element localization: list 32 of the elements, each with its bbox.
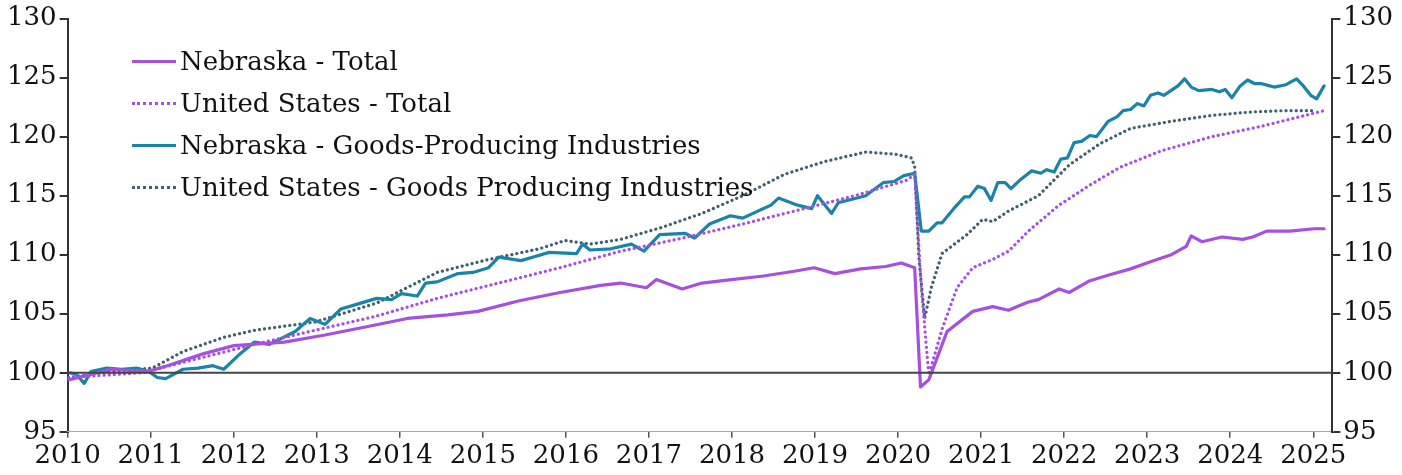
- y-tick-label: 130: [6, 1, 57, 32]
- y2-tick-label: 100: [1343, 355, 1394, 386]
- x-tick-label: 2019: [781, 439, 849, 470]
- x-tick-label: 2012: [200, 439, 267, 470]
- y2-tick-label: 105: [1343, 296, 1394, 327]
- legend-label: United States - Goods Producing Industries: [180, 172, 754, 202]
- x-tick-label: 2011: [117, 439, 184, 470]
- x-tick-label: 2016: [532, 439, 599, 470]
- y-tick-label: 100: [6, 355, 57, 386]
- x-tick-label: 2020: [864, 439, 932, 470]
- x-tick-label: 2014: [366, 439, 433, 470]
- y-tick-label: 115: [6, 178, 57, 209]
- x-tick-label: 2024: [1197, 439, 1264, 470]
- legend-label: Nebraska - Total: [180, 46, 398, 76]
- y-tick-label: 120: [6, 119, 57, 150]
- x-tick-label: 2022: [1031, 439, 1098, 470]
- legend-label: United States - Total: [180, 88, 452, 118]
- legend-label: Nebraska - Goods-Producing Industries: [180, 130, 701, 160]
- y2-tick-label: 110: [1343, 237, 1394, 268]
- y2-tick-label: 130: [1343, 1, 1394, 32]
- y-tick-label: 110: [6, 237, 57, 268]
- x-tick-label: 2015: [449, 439, 516, 470]
- x-tick-label: 2013: [283, 439, 350, 470]
- x-tick-label: 2023: [1114, 439, 1181, 470]
- x-tick-label: 2021: [948, 439, 1015, 470]
- y2-tick-label: 115: [1343, 178, 1394, 209]
- y2-tick-label: 120: [1343, 119, 1394, 150]
- x-tick-label: 2017: [615, 439, 683, 470]
- x-tick-label: 2018: [698, 439, 766, 470]
- y-tick-label: 105: [6, 296, 57, 327]
- y2-tick-label: 125: [1343, 60, 1394, 91]
- y-tick-label: 125: [6, 60, 57, 91]
